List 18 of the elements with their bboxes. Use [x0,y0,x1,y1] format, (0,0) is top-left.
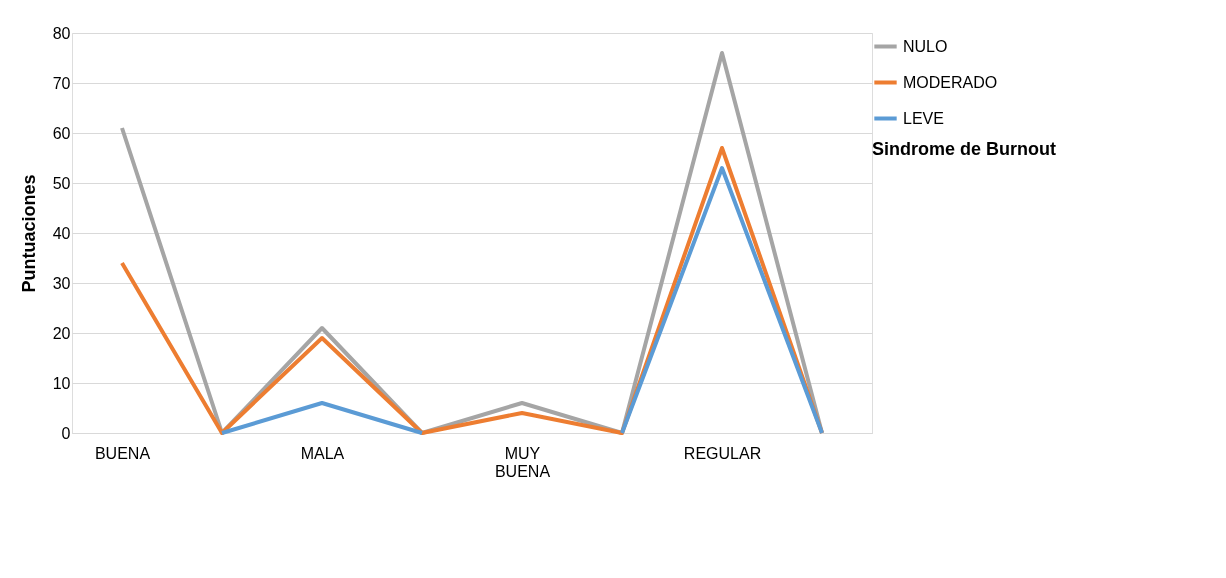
legend-label: MODERADO [903,73,998,91]
y-tick-label: 70 [52,74,71,92]
x-tick-label: REGULAR [683,444,762,462]
legend-title: Sindrome de Burnout [872,139,1056,159]
x-tick-label: MALA [300,444,345,462]
x-tick-label: BUENA [94,444,151,462]
y-axis-title: Puntuaciones [18,174,39,293]
y-tick-label: 20 [52,324,71,342]
legend-label: NULO [903,37,948,55]
x-tick-label: MUY BUENA [494,444,551,480]
y-tick-label: 30 [52,274,71,292]
y-tick-label: 10 [52,374,71,392]
y-tick-label: 80 [52,24,71,42]
y-tick-label: 60 [52,124,71,142]
legend-label: LEVE [903,109,944,127]
y-tick-label: 50 [52,174,71,192]
y-tick-label: 40 [52,224,71,242]
y-tick-label: 0 [61,424,71,442]
